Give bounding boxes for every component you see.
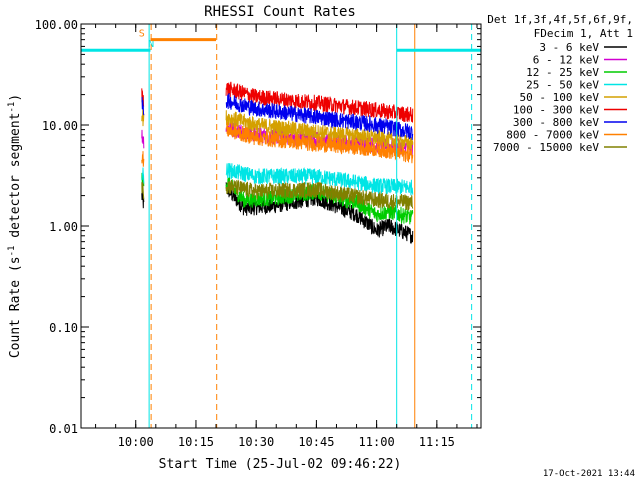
y-axis-label: Count Rate (s-1 detector segment-1) [7, 94, 23, 358]
chart-title: RHESSI Count Rates [204, 4, 356, 20]
legend-label: 50 - 100 keV [520, 91, 600, 104]
x-tick-label: 10:00 [118, 435, 154, 449]
x-tick-label: 10:45 [298, 435, 334, 449]
y-axis: 100.00 10.00 1.00 0.10 0.01 [35, 18, 481, 436]
legend-header-line-2: FDecim 1, Att 1 [534, 27, 633, 40]
series-line [226, 122, 414, 164]
series-300-800-kev-kev [141, 93, 414, 141]
legend-label: 100 - 300 keV [513, 104, 599, 117]
series-line [141, 129, 145, 149]
flag-label: N [148, 39, 154, 50]
series-line [225, 93, 414, 141]
series-line [225, 182, 414, 245]
x-axis-label: Start Time (25-Jul-02 09:46:22) [159, 457, 402, 472]
y-axis-label-superscript: -1 [7, 102, 17, 113]
legend-label: 300 - 800 keV [513, 116, 599, 129]
legend-header-line-1: Det 1f,3f,4f,5f,6f,9f, [487, 13, 633, 26]
x-tick-label: 10:15 [178, 435, 214, 449]
data-layer [141, 81, 414, 245]
series-line [225, 110, 414, 150]
legend-label: 3 - 6 keV [539, 41, 599, 54]
x-tick-label: 10:30 [238, 435, 274, 449]
series-3-6-kev-kev [141, 182, 414, 245]
series-800-7000-kev-kev [141, 122, 414, 167]
series-line [141, 182, 145, 200]
series-line [141, 109, 145, 127]
series-50-100-kev-kev [141, 109, 414, 150]
series-line [141, 191, 145, 209]
series-line [225, 163, 414, 196]
y-axis-label-text: detector segment [8, 113, 23, 246]
y-tick-label: 0.01 [49, 422, 78, 436]
series-line [141, 96, 145, 116]
series-line [225, 179, 414, 211]
y-tick-label: 10.00 [42, 119, 78, 133]
series-line [141, 167, 145, 184]
legend-label: 25 - 50 keV [526, 79, 599, 92]
y-tick-label: 0.10 [49, 321, 78, 335]
series-25-50-kev-kev [141, 163, 414, 196]
legend-label: 6 - 12 keV [533, 54, 600, 67]
x-tick-label: 11:15 [419, 435, 455, 449]
x-axis: 10:00 10:15 10:30 10:45 11:00 11:15 [95, 24, 478, 449]
legend: Det 1f,3f,4f,5f,6f,9f, FDecim 1, Att 1 3… [487, 13, 633, 154]
y-axis-label-text: ) [8, 94, 23, 102]
legend-label: 12 - 25 keV [526, 66, 599, 79]
x-tick-label: 11:00 [359, 435, 395, 449]
footer-timestamp: 17-Oct-2021 13:44 [543, 469, 635, 479]
flag-label: S [139, 29, 145, 40]
series-line [225, 81, 414, 123]
series-7000-15000-kev-kev [141, 179, 414, 211]
series-line [141, 151, 145, 167]
y-tick-label: 100.00 [35, 18, 78, 32]
y-tick-label: 1.00 [49, 220, 78, 234]
legend-label: 7000 - 15000 keV [493, 141, 599, 154]
legend-label: 800 - 7000 keV [506, 129, 599, 142]
y-axis-label-superscript: -1 [7, 246, 17, 257]
y-axis-label-text: Count Rate (s [8, 256, 23, 358]
